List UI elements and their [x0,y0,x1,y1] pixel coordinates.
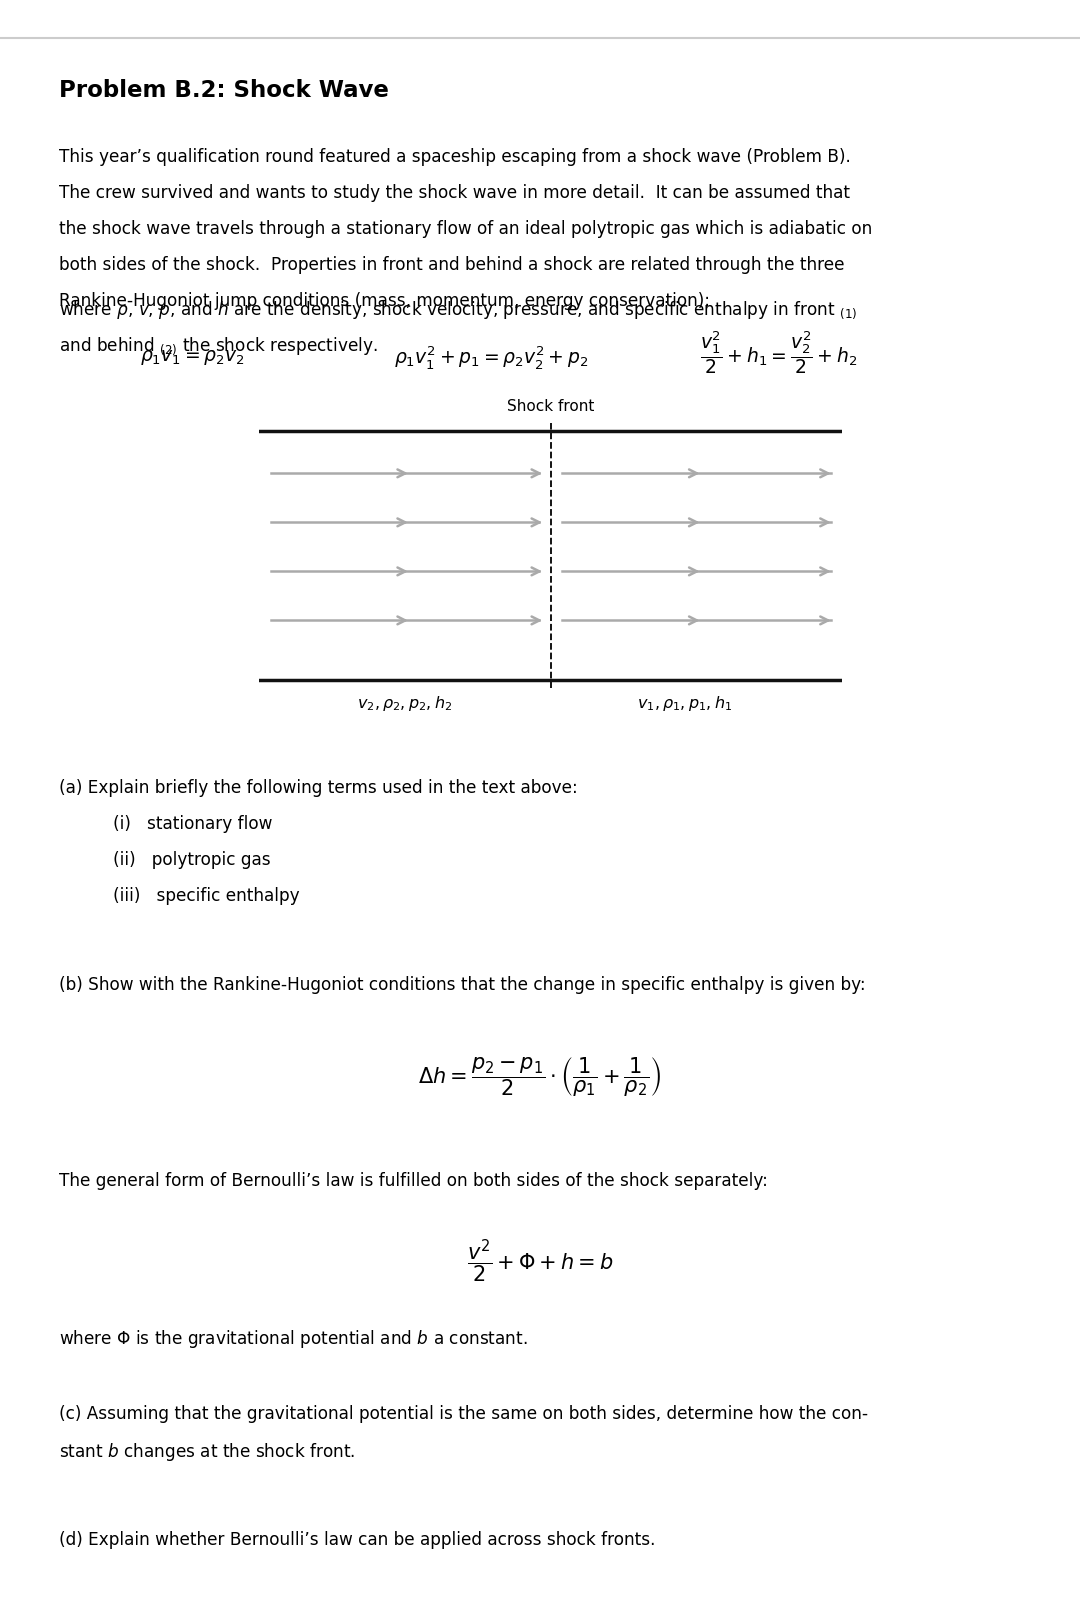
Text: and behind $_{(2)}$ the shock respectively.: and behind $_{(2)}$ the shock respective… [59,335,378,356]
Text: The general form of Bernoulli’s law is fulfilled on both sides of the shock sepa: The general form of Bernoulli’s law is f… [59,1172,768,1189]
Text: the shock wave travels through a stationary flow of an ideal polytropic gas whic: the shock wave travels through a station… [59,220,873,238]
Text: where $\Phi$ is the gravitational potential and $b$ a constant.: where $\Phi$ is the gravitational potent… [59,1327,528,1350]
Text: both sides of the shock.  Properties in front and behind a shock are related thr: both sides of the shock. Properties in f… [59,255,845,274]
Text: (i)   stationary flow: (i) stationary flow [113,814,273,833]
Text: (ii)   polytropic gas: (ii) polytropic gas [113,851,271,868]
Text: where $\rho$, $v$, $p$, and $h$ are the density, shock velocity, pressure, and s: where $\rho$, $v$, $p$, and $h$ are the … [59,299,858,321]
Text: (a) Explain briefly the following terms used in the text above:: (a) Explain briefly the following terms … [59,778,578,796]
Text: $v_1, \rho_1, p_1, h_1$: $v_1, \rho_1, p_1, h_1$ [637,693,732,713]
Text: Problem B.2: Shock Wave: Problem B.2: Shock Wave [59,79,389,101]
Text: (iii)   specific enthalpy: (iii) specific enthalpy [113,886,300,905]
Text: $\rho_1 v_1^2 + p_1 = \rho_2 v_2^2 + p_2$: $\rho_1 v_1^2 + p_1 = \rho_2 v_2^2 + p_2… [394,343,589,371]
Text: $\Delta h = \dfrac{p_2 - p_1}{2} \cdot \left(\dfrac{1}{\rho_1} + \dfrac{1}{\rho_: $\Delta h = \dfrac{p_2 - p_1}{2} \cdot \… [418,1054,662,1096]
Text: Shock front: Shock front [508,400,594,414]
Text: $\dfrac{v_1^2}{2} + h_1 = \dfrac{v_2^2}{2} + h_2$: $\dfrac{v_1^2}{2} + h_1 = \dfrac{v_2^2}{… [700,329,858,376]
Text: (c) Assuming that the gravitational potential is the same on both sides, determi: (c) Assuming that the gravitational pote… [59,1404,868,1422]
Text: $v_2, \rho_2, p_2, h_2$: $v_2, \rho_2, p_2, h_2$ [357,693,453,713]
Text: Rankine-Hugoniot jump conditions (mass, momentum, energy conservation):: Rankine-Hugoniot jump conditions (mass, … [59,292,711,310]
Text: stant $b$ changes at the shock front.: stant $b$ changes at the shock front. [59,1440,355,1462]
Text: (d) Explain whether Bernoulli’s law can be applied across shock fronts.: (d) Explain whether Bernoulli’s law can … [59,1530,656,1547]
Text: The crew survived and wants to study the shock wave in more detail.  It can be a: The crew survived and wants to study the… [59,183,850,202]
Text: $\rho_1 v_1 = \rho_2 v_2$: $\rho_1 v_1 = \rho_2 v_2$ [140,348,245,366]
Text: This year’s qualification round featured a spaceship escaping from a shock wave : This year’s qualification round featured… [59,148,851,165]
Text: (b) Show with the Rankine-Hugoniot conditions that the change in specific enthal: (b) Show with the Rankine-Hugoniot condi… [59,976,866,993]
Text: $\dfrac{v^2}{2} + \Phi + h = b$: $\dfrac{v^2}{2} + \Phi + h = b$ [467,1236,613,1284]
